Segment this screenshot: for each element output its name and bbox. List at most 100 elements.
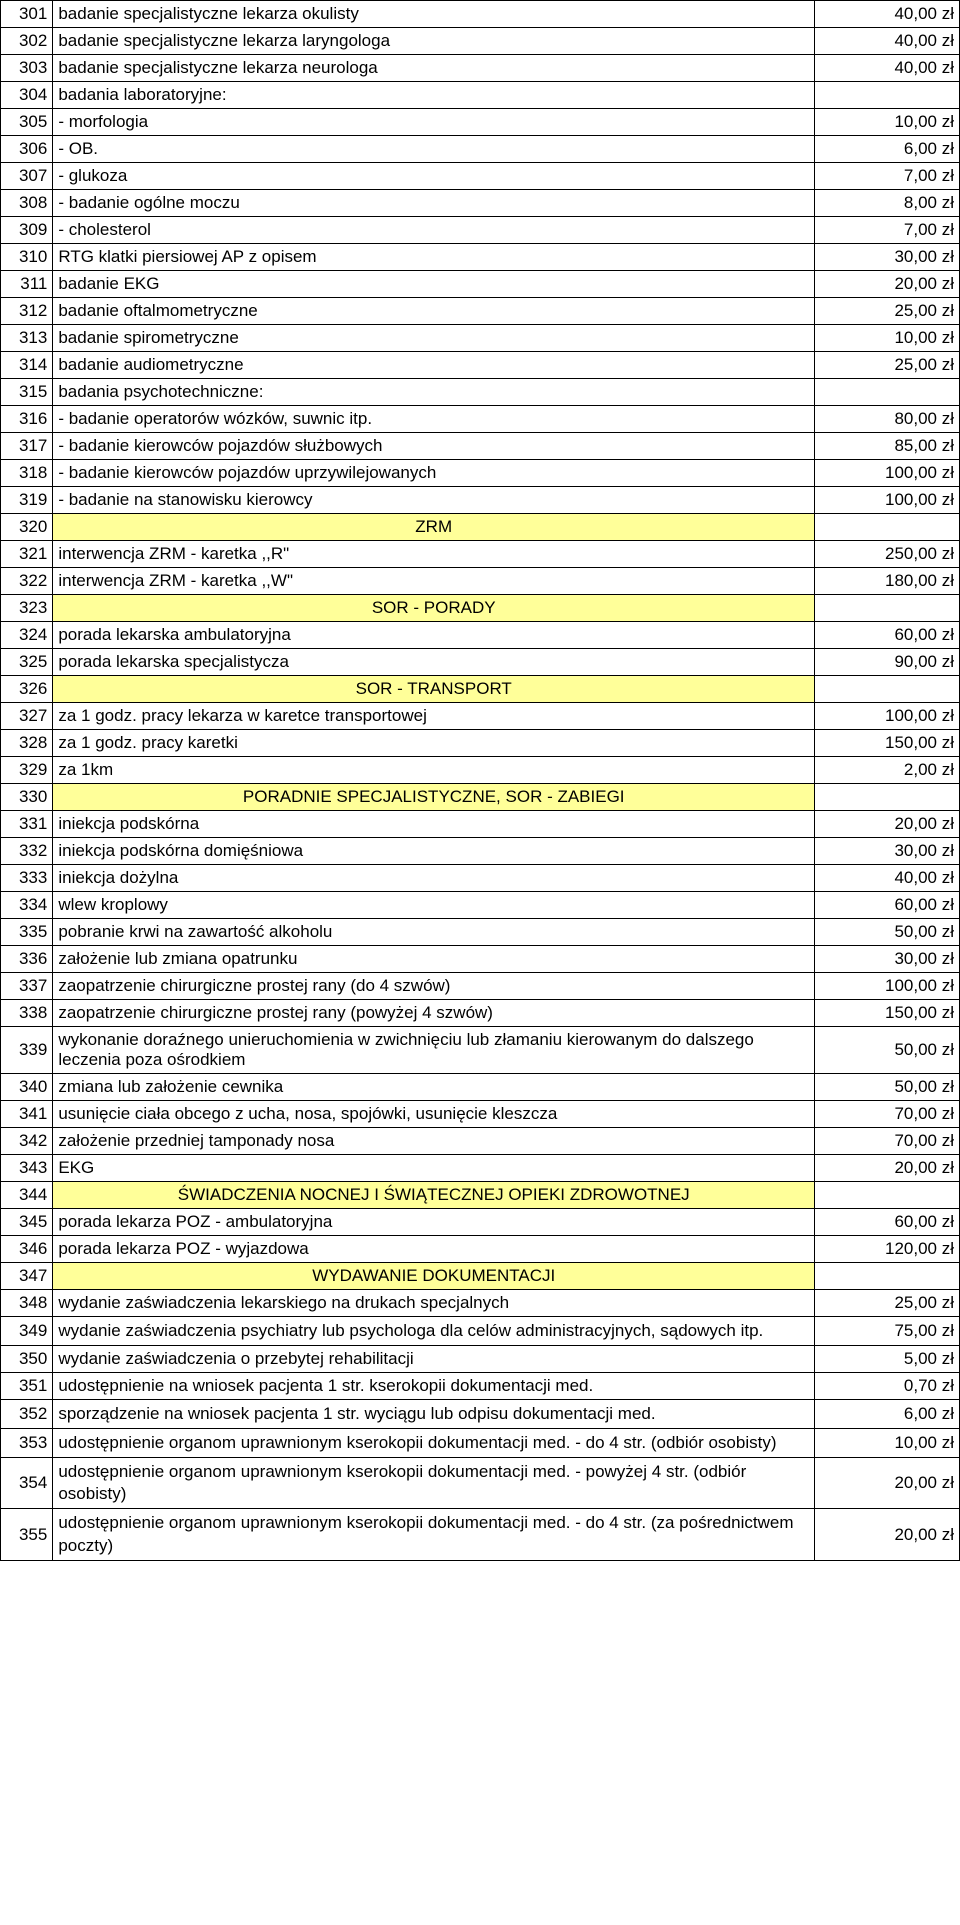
table-row: 317 - badanie kierowców pojazdów służbow…	[1, 433, 960, 460]
row-price: 70,00 zł	[815, 1128, 960, 1155]
row-number: 344	[1, 1182, 53, 1209]
row-description: iniekcja podskórna domięśniowa	[53, 838, 815, 865]
section-header: ZRM	[53, 514, 815, 541]
row-number: 333	[1, 865, 53, 892]
table-row: 320ZRM	[1, 514, 960, 541]
row-price: 100,00 zł	[815, 460, 960, 487]
row-number: 324	[1, 622, 53, 649]
section-header: PORADNIE SPECJALISTYCZNE, SOR - ZABIEGI	[53, 784, 815, 811]
row-description: założenie lub zmiana opatrunku	[53, 946, 815, 973]
row-number: 311	[1, 271, 53, 298]
row-description: - badanie ogólne moczu	[53, 190, 815, 217]
row-number: 307	[1, 163, 53, 190]
row-number: 304	[1, 82, 53, 109]
row-price: 85,00 zł	[815, 433, 960, 460]
table-row: 346porada lekarza POZ - wyjazdowa120,00 …	[1, 1236, 960, 1263]
row-number: 323	[1, 595, 53, 622]
table-row: 340zmiana lub założenie cewnika50,00 zł	[1, 1074, 960, 1101]
row-number: 346	[1, 1236, 53, 1263]
row-description: - OB.	[53, 136, 815, 163]
row-description: badanie EKG	[53, 271, 815, 298]
row-number: 318	[1, 460, 53, 487]
row-description: za 1 godz. pracy karetki	[53, 730, 815, 757]
table-row: 323SOR - PORADY	[1, 595, 960, 622]
row-price	[815, 1182, 960, 1209]
table-row: 325porada lekarska specjalistycza90,00 z…	[1, 649, 960, 676]
table-row: 326SOR - TRANSPORT	[1, 676, 960, 703]
table-row: 342założenie przedniej tamponady nosa70,…	[1, 1128, 960, 1155]
row-number: 316	[1, 406, 53, 433]
table-row: 302badanie specjalistyczne lekarza laryn…	[1, 28, 960, 55]
row-number: 331	[1, 811, 53, 838]
table-row: 338zaopatrzenie chirurgiczne prostej ran…	[1, 1000, 960, 1027]
row-number: 347	[1, 1263, 53, 1290]
row-number: 309	[1, 217, 53, 244]
row-price: 60,00 zł	[815, 622, 960, 649]
row-number: 310	[1, 244, 53, 271]
row-price: 50,00 zł	[815, 919, 960, 946]
row-price: 30,00 zł	[815, 946, 960, 973]
row-number: 340	[1, 1074, 53, 1101]
row-price: 7,00 zł	[815, 163, 960, 190]
row-price	[815, 676, 960, 703]
row-description: interwencja ZRM - karetka ,,R"	[53, 541, 815, 568]
row-number: 351	[1, 1373, 53, 1400]
table-row: 345porada lekarza POZ - ambulatoryjna60,…	[1, 1209, 960, 1236]
table-row: 316 - badanie operatorów wózków, suwnic …	[1, 406, 960, 433]
row-price	[815, 595, 960, 622]
table-row: 311badanie EKG20,00 zł	[1, 271, 960, 298]
row-description: - badanie kierowców pojazdów uprzywilejo…	[53, 460, 815, 487]
row-number: 354	[1, 1458, 53, 1509]
row-number: 314	[1, 352, 53, 379]
row-description: badanie specjalistyczne lekarza okulisty	[53, 1, 815, 28]
row-price: 40,00 zł	[815, 55, 960, 82]
row-price: 75,00 zł	[815, 1317, 960, 1346]
row-price: 100,00 zł	[815, 487, 960, 514]
row-number: 342	[1, 1128, 53, 1155]
table-row: 337zaopatrzenie chirurgiczne prostej ran…	[1, 973, 960, 1000]
row-number: 329	[1, 757, 53, 784]
row-description: wykonanie doraźnego unieruchomienia w zw…	[53, 1027, 815, 1074]
table-row: 341usunięcie ciała obcego z ucha, nosa, …	[1, 1101, 960, 1128]
row-description: badanie specjalistyczne lekarza neurolog…	[53, 55, 815, 82]
row-description: sporządzenie na wniosek pacjenta 1 str. …	[53, 1400, 815, 1429]
row-price: 20,00 zł	[815, 271, 960, 298]
row-description: porada lekarza POZ - ambulatoryjna	[53, 1209, 815, 1236]
table-row: 352sporządzenie na wniosek pacjenta 1 st…	[1, 1400, 960, 1429]
price-table: 301badanie specjalistyczne lekarza okuli…	[0, 0, 960, 1561]
row-price: 0,70 zł	[815, 1373, 960, 1400]
row-number: 308	[1, 190, 53, 217]
table-row: 353udostępnienie organom uprawnionym kse…	[1, 1429, 960, 1458]
row-price: 6,00 zł	[815, 136, 960, 163]
row-description: - glukoza	[53, 163, 815, 190]
row-number: 313	[1, 325, 53, 352]
section-header: WYDAWANIE DOKUMENTACJI	[53, 1263, 815, 1290]
row-number: 328	[1, 730, 53, 757]
table-row: 339wykonanie doraźnego unieruchomienia w…	[1, 1027, 960, 1074]
row-price: 180,00 zł	[815, 568, 960, 595]
table-row: 344ŚWIADCZENIA NOCNEJ I ŚWIĄTECZNEJ OPIE…	[1, 1182, 960, 1209]
row-number: 321	[1, 541, 53, 568]
row-description: wydanie zaświadczenia lekarskiego na dru…	[53, 1290, 815, 1317]
row-description: zaopatrzenie chirurgiczne prostej rany (…	[53, 973, 815, 1000]
row-price: 90,00 zł	[815, 649, 960, 676]
table-row: 354udostępnienie organom uprawnionym kse…	[1, 1458, 960, 1509]
table-row: 307 - glukoza7,00 zł	[1, 163, 960, 190]
row-number: 345	[1, 1209, 53, 1236]
row-number: 352	[1, 1400, 53, 1429]
row-price: 50,00 zł	[815, 1027, 960, 1074]
table-body: 301badanie specjalistyczne lekarza okuli…	[1, 1, 960, 1561]
row-description: zmiana lub założenie cewnika	[53, 1074, 815, 1101]
table-row: 305 - morfologia10,00 zł	[1, 109, 960, 136]
row-description: za 1km	[53, 757, 815, 784]
table-row: 355udostępnienie organom uprawnionym kse…	[1, 1509, 960, 1560]
table-row: 334wlew kroplowy60,00 zł	[1, 892, 960, 919]
row-description: - morfologia	[53, 109, 815, 136]
table-row: 330PORADNIE SPECJALISTYCZNE, SOR - ZABIE…	[1, 784, 960, 811]
row-price	[815, 82, 960, 109]
row-price: 250,00 zł	[815, 541, 960, 568]
table-row: 314badanie audiometryczne25,00 zł	[1, 352, 960, 379]
row-description: badania psychotechniczne:	[53, 379, 815, 406]
table-row: 328za 1 godz. pracy karetki150,00 zł	[1, 730, 960, 757]
table-row: 335pobranie krwi na zawartość alkoholu50…	[1, 919, 960, 946]
